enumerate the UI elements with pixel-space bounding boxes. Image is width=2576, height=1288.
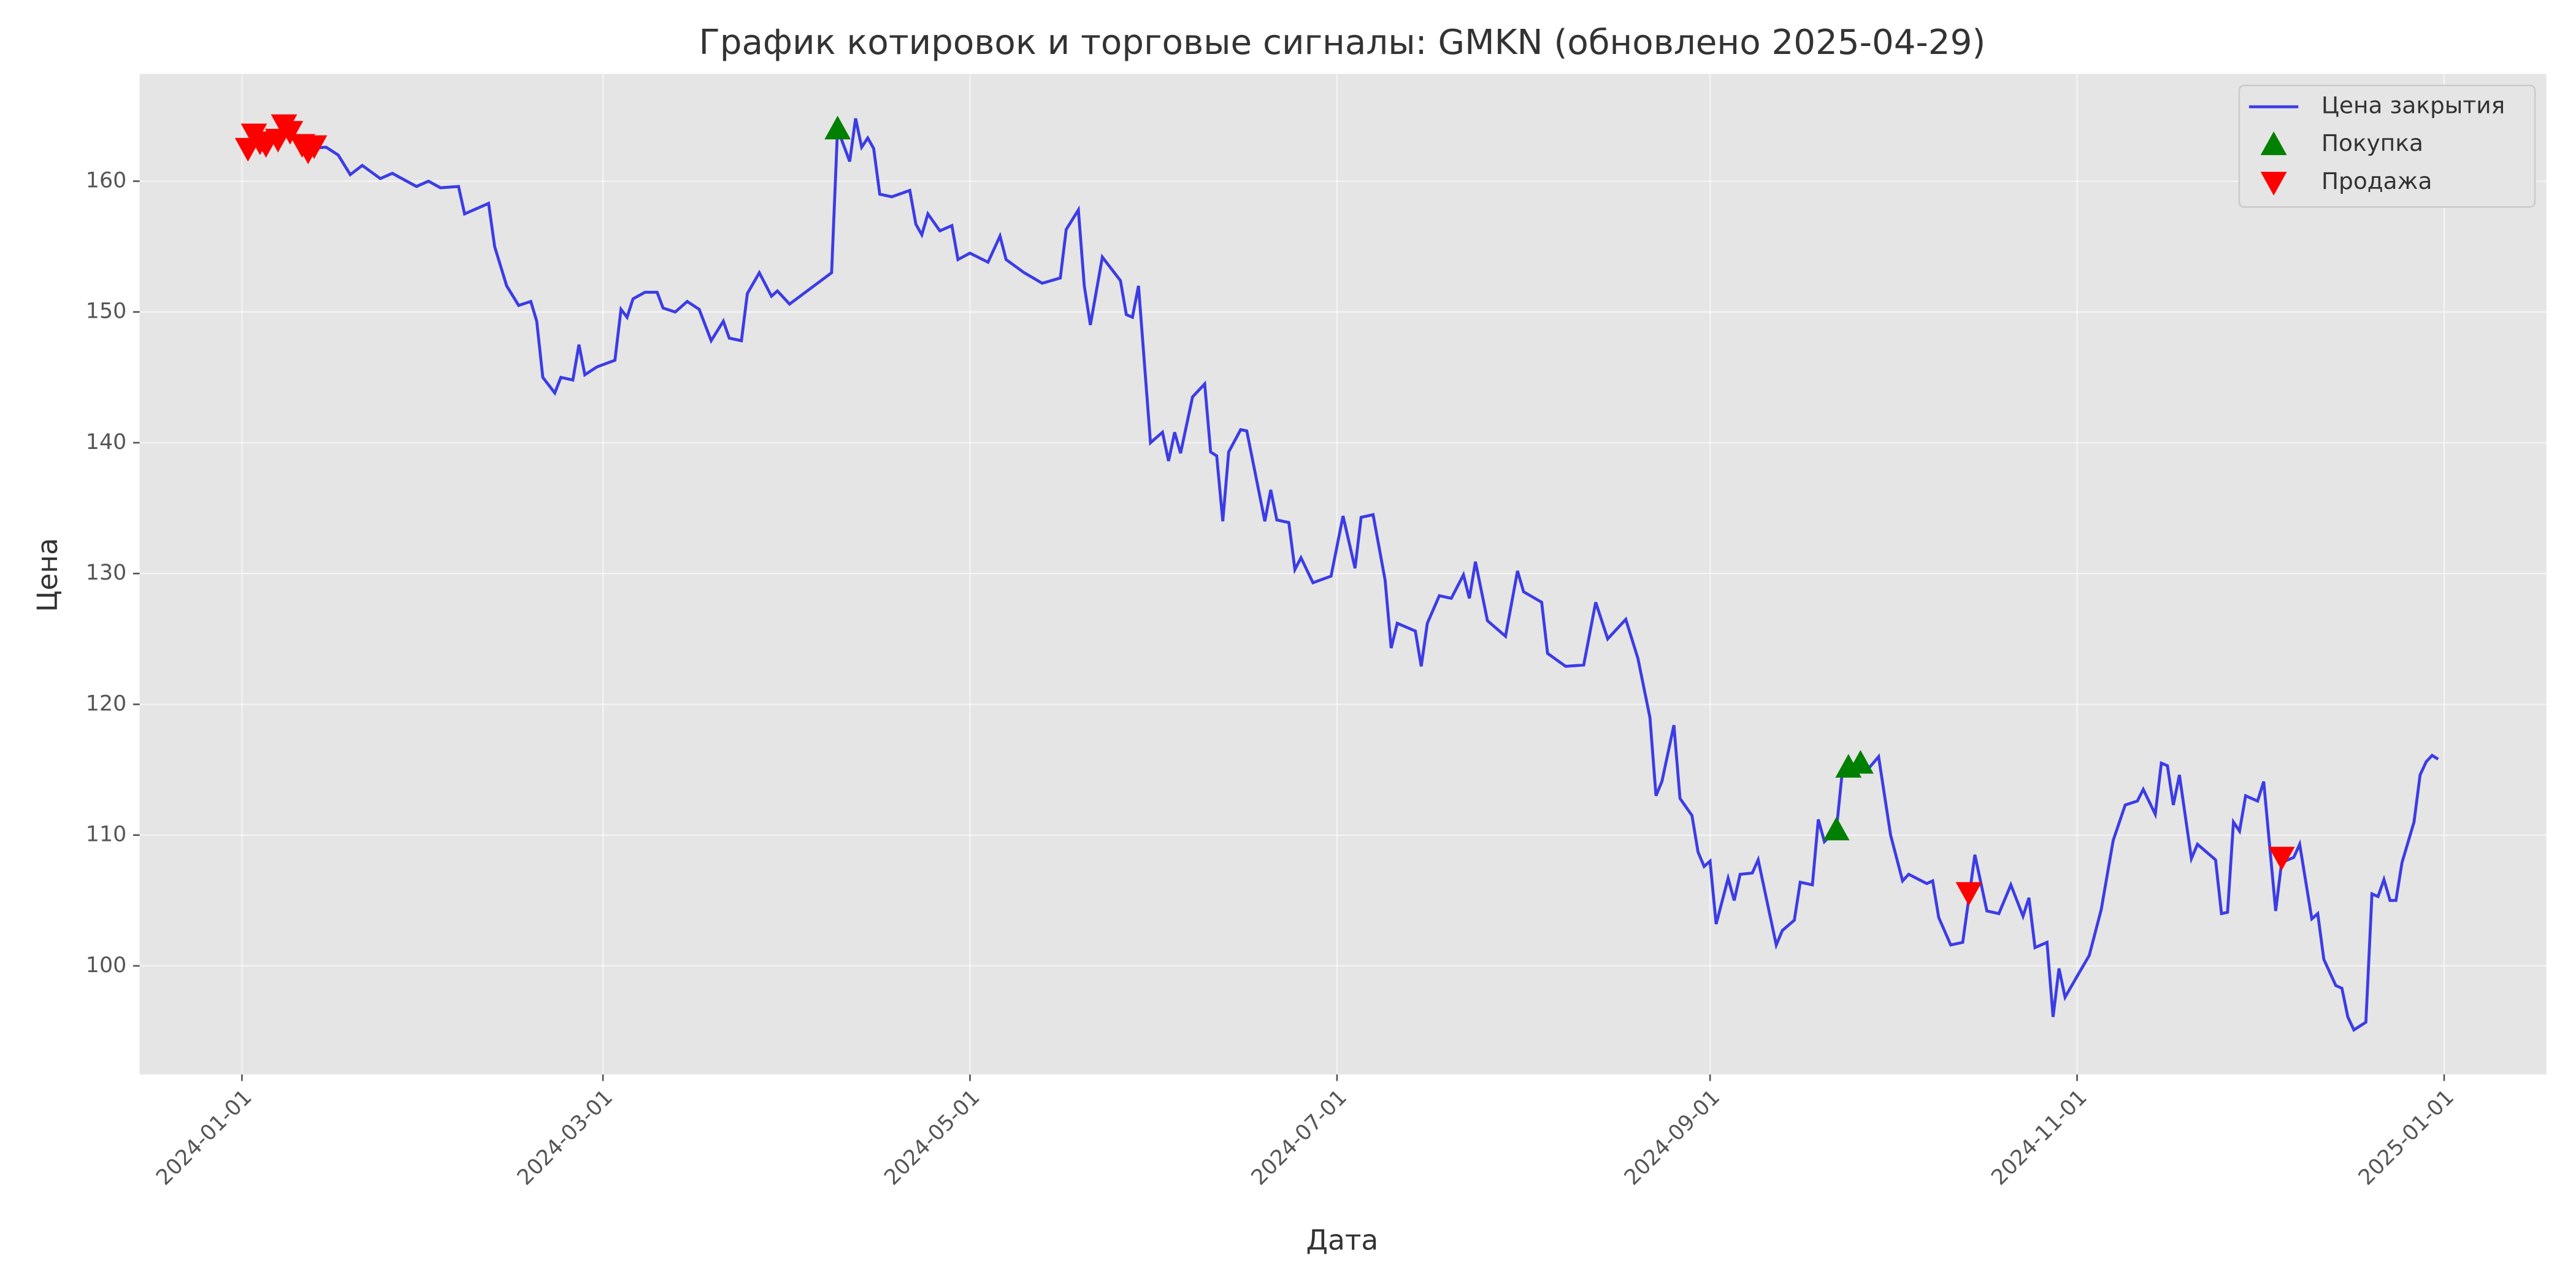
buy-marker — [824, 115, 851, 140]
sell-marker — [2268, 846, 2295, 871]
chart-title: График котировок и торговые сигналы: GMK… — [699, 23, 1985, 63]
x-tick-label: 2024-03-01 — [513, 1085, 618, 1190]
y-tick-label: 150 — [86, 299, 126, 324]
x-tick-label: 2024-09-01 — [1620, 1085, 1725, 1190]
sell-marker — [277, 121, 304, 145]
x-tick-label: 2024-05-01 — [880, 1085, 984, 1190]
y-tick-label: 120 — [86, 691, 126, 716]
legend-box — [2238, 84, 2536, 208]
buy-marker — [1823, 816, 1850, 841]
x-tick-label: 2024-01-01 — [151, 1085, 256, 1190]
sell-marker — [301, 135, 328, 159]
legend-swatch — [2260, 172, 2287, 196]
buy-marker — [1847, 749, 1874, 774]
sell-marker — [1955, 882, 1982, 906]
x-tick-label: 2025-01-01 — [2354, 1085, 2459, 1190]
legend-swatch — [2260, 131, 2287, 155]
legend-label: Продажа — [2321, 167, 2432, 194]
y-tick-label: 160 — [86, 168, 126, 193]
x-tick-label: 2024-07-01 — [1247, 1085, 1352, 1190]
x-tick-label: 2024-11-01 — [1987, 1085, 2091, 1190]
y-axis-label: Цена — [31, 538, 64, 612]
legend-label: Цена закрытия — [2321, 92, 2505, 119]
legend-label: Покупка — [2321, 129, 2423, 156]
price-line — [246, 118, 2439, 1032]
x-axis-label: Дата — [1306, 1224, 1378, 1257]
y-tick-label: 130 — [86, 561, 126, 585]
y-tick-label: 100 — [86, 953, 126, 978]
y-tick-label: 110 — [86, 822, 126, 847]
y-tick-label: 140 — [86, 430, 126, 454]
